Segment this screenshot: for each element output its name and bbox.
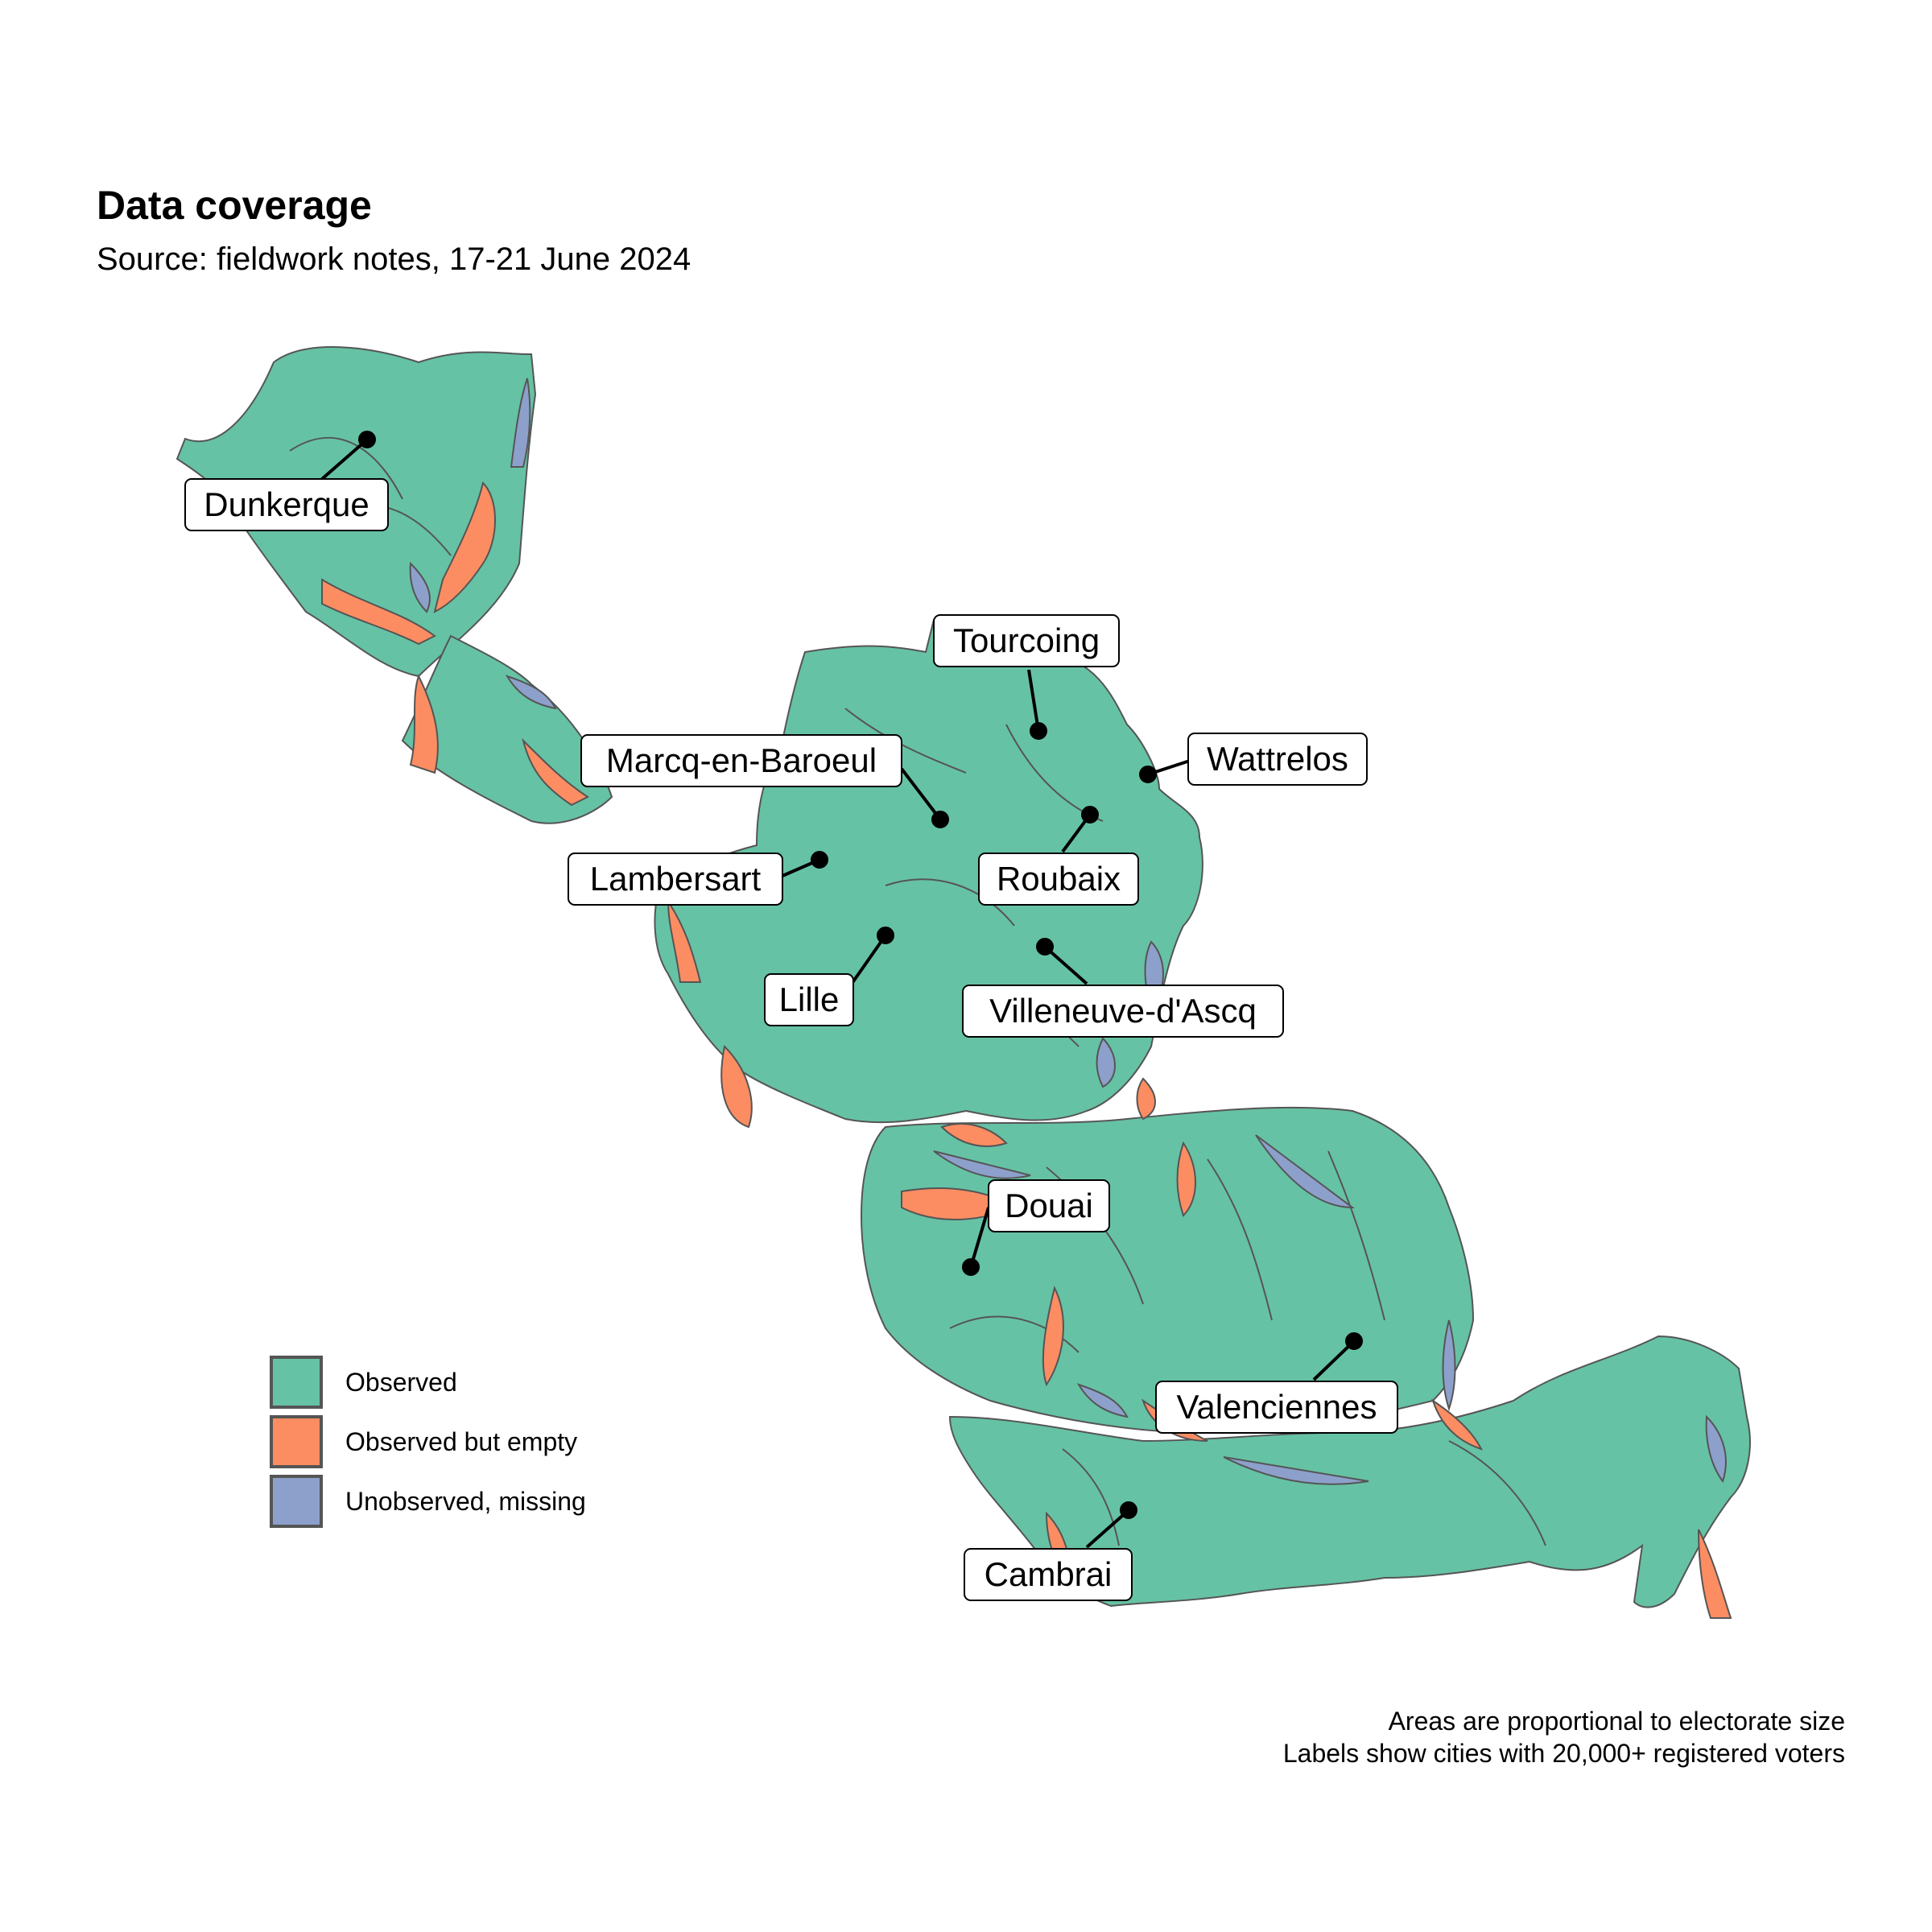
city-point-douai [962,1258,980,1276]
svg-text:Wattrelos: Wattrelos [1207,740,1348,778]
caption-line-1: Areas are proportional to electorate siz… [1388,1707,1845,1736]
caption-line-2: Labels show cities with 20,000+ register… [1282,1739,1845,1768]
legend: Observed Observed but empty Unobserved, … [270,1352,586,1531]
city-label-tourcoing: Tourcoing [933,614,1120,667]
svg-text:Douai: Douai [1005,1187,1093,1224]
svg-text:Dunkerque: Dunkerque [204,485,369,523]
city-point-valenciennes [1345,1332,1363,1350]
svg-text:Lille: Lille [779,980,840,1018]
city-point-wattrelos [1139,766,1157,783]
legend-item-observed-empty: Observed but empty [270,1412,586,1472]
svg-text:Villeneuve-d'Ascq: Villeneuve-d'Ascq [989,992,1257,1030]
regions-unobserved [409,378,1727,1485]
legend-swatch-unobserved [270,1475,323,1528]
city-label-douai: Douai [988,1179,1110,1232]
regions-observed-empty [321,481,1732,1619]
city-label-marcq: Marcq-en-Baroeul [580,734,902,787]
city-label-dunkerque: Dunkerque [184,478,389,531]
map-caption: Areas are proportional to electorate siz… [1283,1705,1845,1769]
svg-text:Lambersart: Lambersart [590,860,762,898]
city-label-roubaix: Roubaix [978,852,1139,906]
city-point-dunkerque [358,431,376,448]
city-label-lille: Lille [764,973,854,1026]
svg-text:Cambrai: Cambrai [985,1555,1113,1593]
city-point-marcq [931,811,949,828]
city-point-lille [877,927,894,944]
city-point-cambrai [1120,1501,1137,1519]
legend-item-observed: Observed [270,1352,586,1412]
map-title: Data coverage [97,183,372,228]
city-point-villeneuve [1036,938,1054,956]
city-label-cambrai: Cambrai [964,1548,1133,1601]
city-label-valenciennes: Valenciennes [1155,1381,1398,1434]
svg-text:Tourcoing: Tourcoing [953,621,1100,659]
legend-label-observed-empty: Observed but empty [345,1426,578,1456]
city-leaders [320,431,1363,1549]
legend-swatch-observed [270,1356,323,1409]
svg-text:Marcq-en-Baroeul: Marcq-en-Baroeul [606,741,877,779]
city-label-wattrelos: Wattrelos [1187,733,1368,786]
city-point-roubaix [1081,806,1099,824]
city-label-lambersart: Lambersart [568,852,783,906]
city-point-tourcoing [1030,722,1047,740]
svg-text:Roubaix: Roubaix [997,860,1121,898]
legend-label-observed: Observed [345,1367,457,1397]
svg-text:Valenciennes: Valenciennes [1176,1388,1377,1426]
city-label-villeneuve: Villeneuve-d'Ascq [962,985,1284,1038]
city-labels: Dunkerque Tourcoing Wattrelos Marcq-en-B… [184,478,1398,1601]
city-point-lambersart [811,851,828,869]
legend-item-unobserved: Unobserved, missing [270,1472,586,1531]
legend-label-unobserved: Unobserved, missing [345,1486,586,1516]
legend-swatch-observed-empty [270,1415,323,1468]
map-subtitle: Source: fieldwork notes, 17-21 June 2024 [97,242,691,277]
